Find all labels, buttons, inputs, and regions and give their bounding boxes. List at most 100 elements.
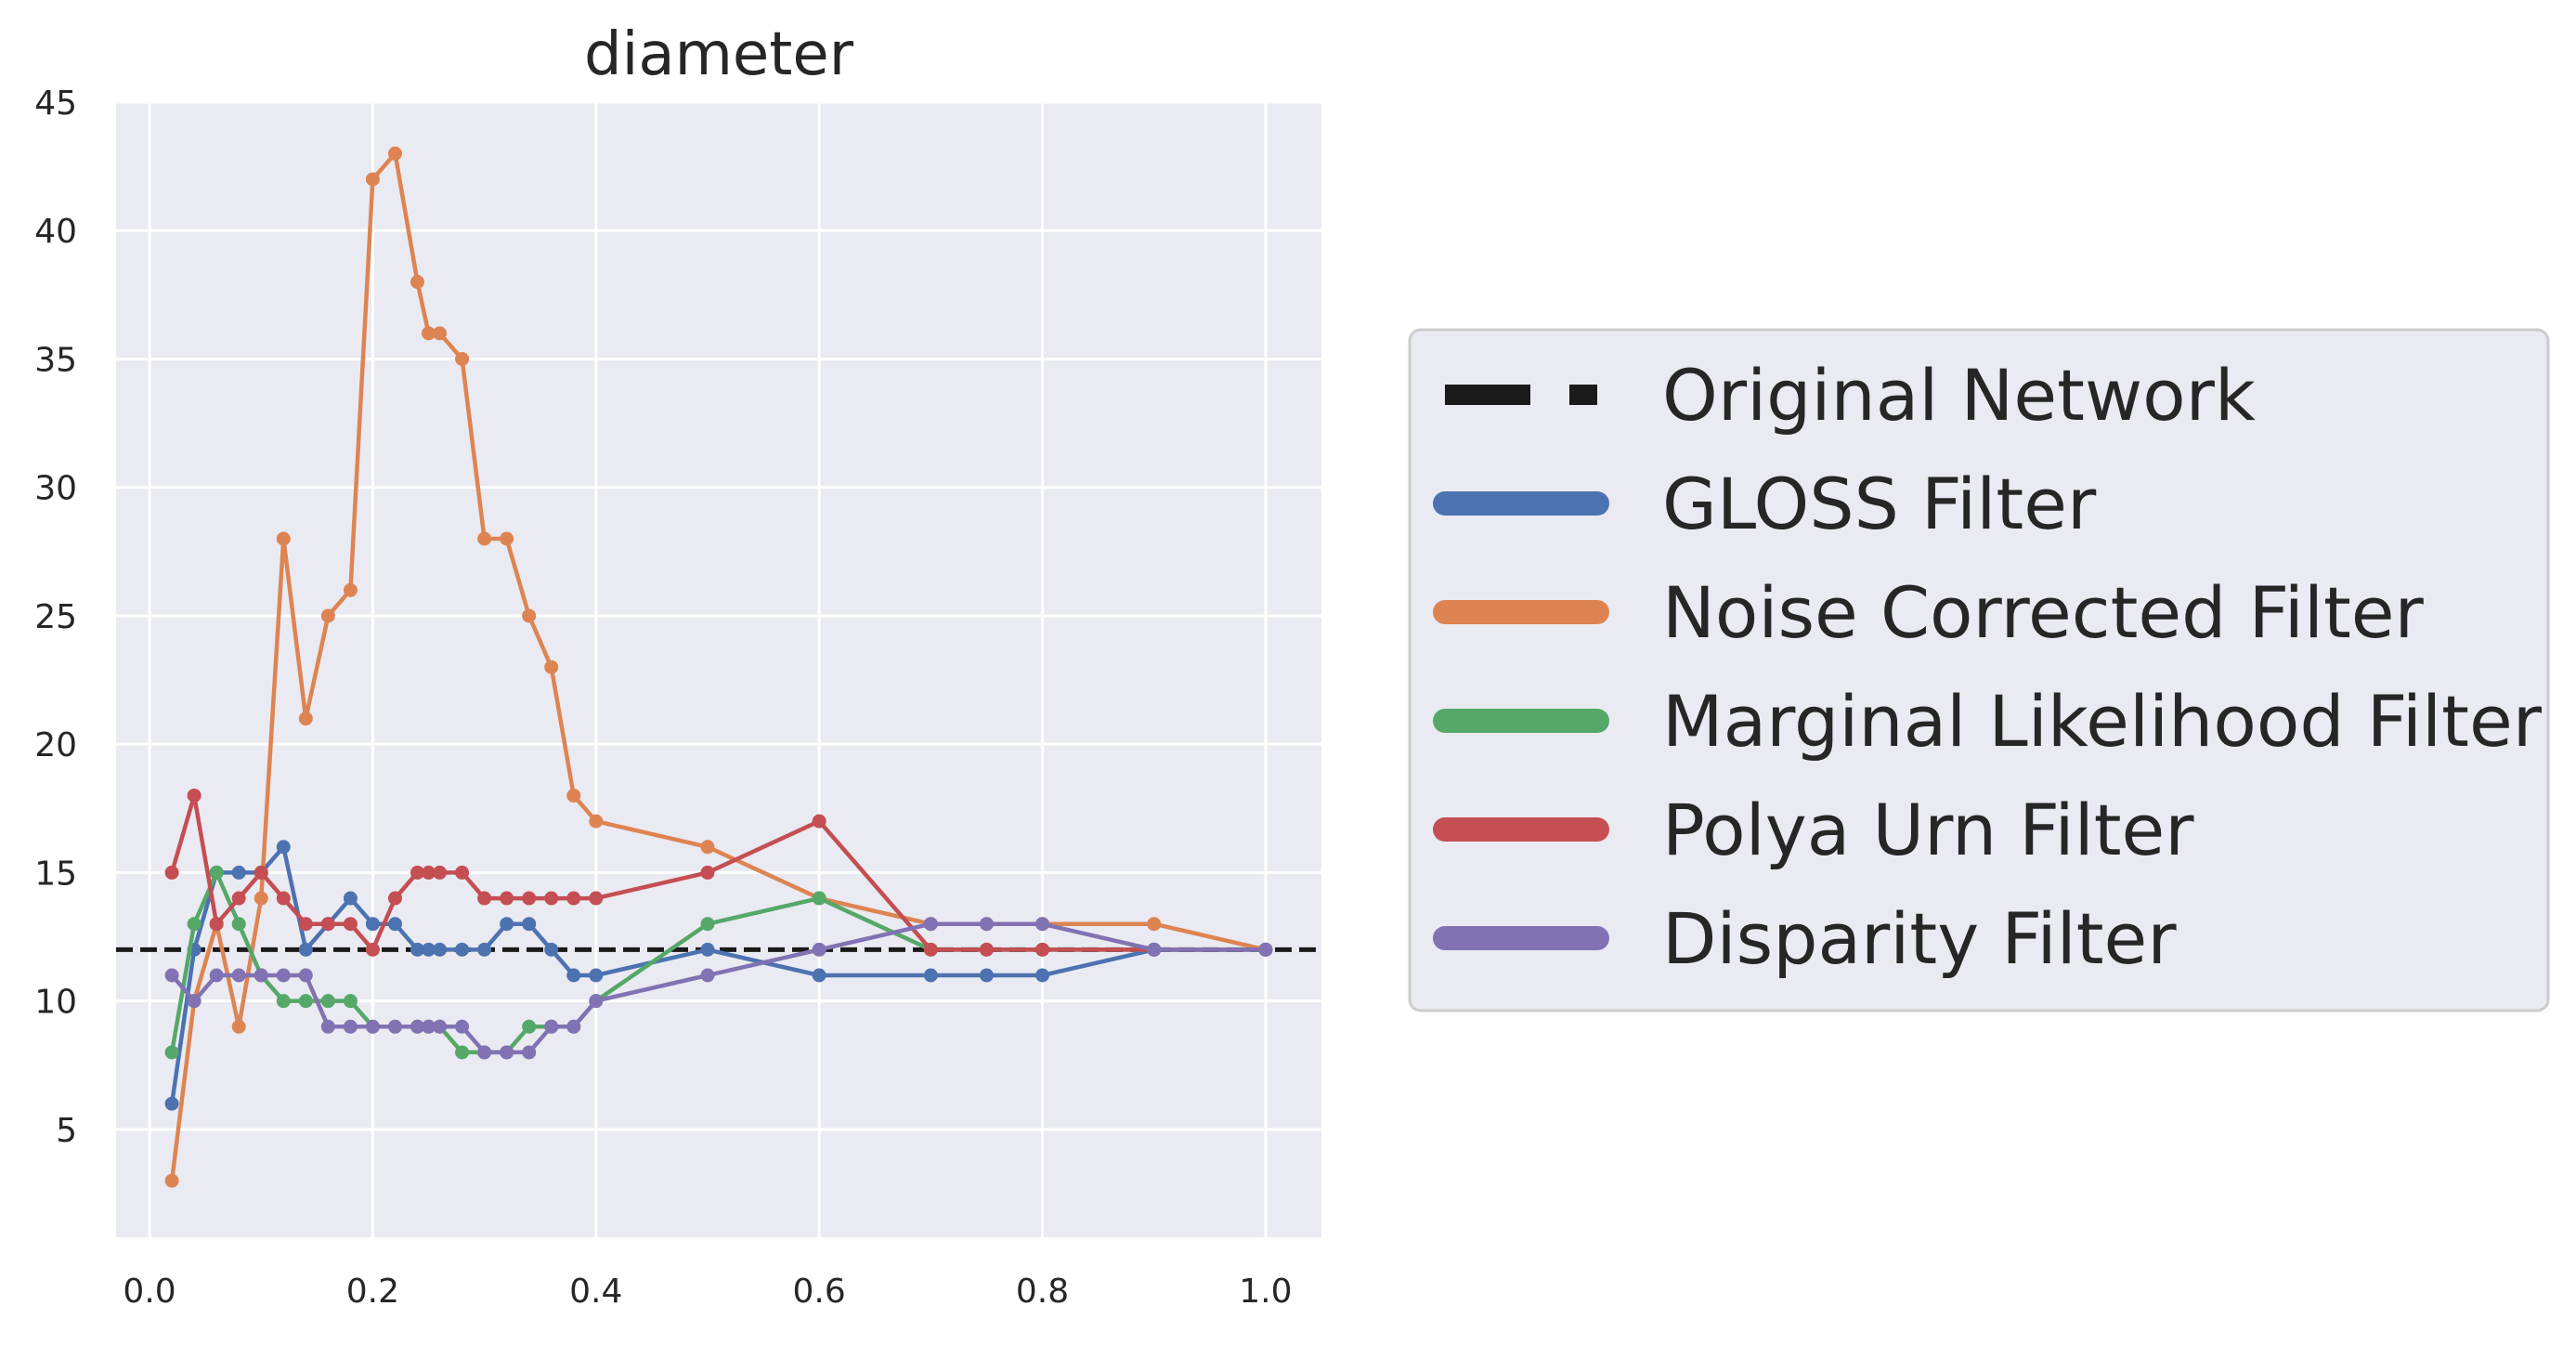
disparity-filter-point [254,968,268,983]
gloss-filter-point [589,968,604,983]
noise-corrected-filter-point [433,326,448,341]
polya-urn-filter-point [544,891,559,906]
gloss-filter-point [343,891,358,906]
gloss-filter-point [812,968,826,983]
marginal-likelihood-filter-point [343,994,358,1009]
polya-urn-filter-point [455,865,470,880]
disparity-filter-point [477,1045,492,1060]
noise-corrected-filter-point [422,326,436,341]
disparity-filter-point [812,942,826,957]
disparity-filter-point [209,968,224,983]
marginal-likelihood-filter-line [169,870,1266,1055]
noise-corrected-filter-point [298,712,313,726]
x-tick-label: 1.0 [1239,1273,1292,1311]
disparity-filter-point [700,968,715,983]
gloss-filter-point [298,942,313,957]
gloss-filter-point [1035,968,1050,983]
legend-box [1408,328,2550,1012]
disparity-filter-point [387,1019,402,1034]
disparity-filter-point [433,1019,448,1034]
y-tick-label: 40 [34,213,77,251]
gloss-filter-point [433,942,448,957]
polya-urn-filter-point [812,814,826,829]
plot-area [116,102,1321,1237]
gloss-filter-point [522,917,537,932]
noise-corrected-filter-point [254,891,268,906]
gloss-filter-point [164,1096,179,1111]
polya-urn-filter-point [700,865,715,880]
x-tick-label: 0.2 [346,1273,399,1311]
polya-urn-filter-point [522,891,537,906]
y-tick-label: 10 [34,984,77,1022]
legend-label-polya-urn-filter: Polya Urn Filter [1662,789,2194,871]
marginal-likelihood-filter-point [700,917,715,932]
polya-urn-filter-point [500,891,514,906]
polya-urn-filter-point [187,788,202,803]
series-layer [164,146,1273,1188]
noise-corrected-filter-point [477,531,492,546]
chart-title: diameter [584,20,854,89]
noise-corrected-filter-point [544,659,559,674]
legend-label-disparity-filter: Disparity Filter [1662,897,2177,980]
polya-urn-filter-point [589,891,604,906]
disparity-filter-point [298,968,313,983]
disparity-filter-point [544,1019,559,1034]
polya-urn-filter-point [477,891,492,906]
polya-urn-filter-point [231,891,246,906]
y-tick-label: 5 [56,1112,77,1150]
disparity-filter-point [455,1019,470,1034]
gloss-filter-point [455,942,470,957]
gloss-filter-point [566,968,581,983]
polya-urn-filter-point [320,917,335,932]
disparity-filter-point [343,1019,358,1034]
marginal-likelihood-filter-point [164,1045,179,1060]
gloss-filter-point [477,942,492,957]
noise-corrected-filter-point [320,608,335,623]
y-tick-label: 15 [34,855,77,893]
marginal-likelihood-filter-point [209,865,224,880]
polya-urn-filter-point [410,865,424,880]
gloss-filter-point [500,917,514,932]
y-tick-label: 25 [34,598,77,636]
disparity-filter-point [1258,942,1273,957]
polya-urn-filter-point [387,891,402,906]
polya-urn-filter-point [979,942,994,957]
polya-urn-filter-point [566,891,581,906]
disparity-filter-point [320,1019,335,1034]
x-tick-label: 0.6 [793,1273,846,1311]
gloss-filter-point [923,968,938,983]
polya-urn-filter-point [365,942,380,957]
disparity-filter-point [589,994,604,1009]
polya-urn-filter-line [169,793,1266,952]
legend-label-gloss-filter: GLOSS Filter [1662,463,2097,545]
gloss-filter-point [422,942,436,957]
polya-urn-filter-point [433,865,448,880]
disparity-filter-point [923,917,938,932]
noise-corrected-filter-point [589,814,604,829]
gloss-filter-point [410,942,424,957]
polya-urn-filter-point [164,865,179,880]
noise-corrected-filter-point [164,1173,179,1188]
gloss-filter-point [979,968,994,983]
gloss-filter-point [365,917,380,932]
y-tick-label: 30 [34,470,77,508]
marginal-likelihood-filter-point [522,1019,537,1034]
polya-urn-filter-point [298,917,313,932]
noise-corrected-filter-point [500,531,514,546]
legend: Original Network GLOSS Filter Noise Correc… [1408,328,2550,1012]
marginal-likelihood-filter-point [298,994,313,1009]
polya-urn-filter-series [164,788,1273,957]
tick-labels: 0.0 0.2 0.4 0.6 0.8 1.0 5 10 15 20 25 30 35 40 45 [34,85,1292,1311]
polya-urn-filter-point [923,942,938,957]
y-tick-label: 45 [34,85,77,123]
legend-label-noise-corrected-filter: Noise Corrected Filter [1662,571,2425,654]
noise-corrected-filter-point [1147,917,1162,932]
disparity-filter-point [500,1045,514,1060]
gloss-filter-point [544,942,559,957]
polya-urn-filter-point [1035,942,1050,957]
disparity-filter-point [1147,942,1162,957]
polya-urn-filter-point [254,865,268,880]
disparity-filter-series [164,917,1273,1060]
disparity-filter-point [365,1019,380,1034]
